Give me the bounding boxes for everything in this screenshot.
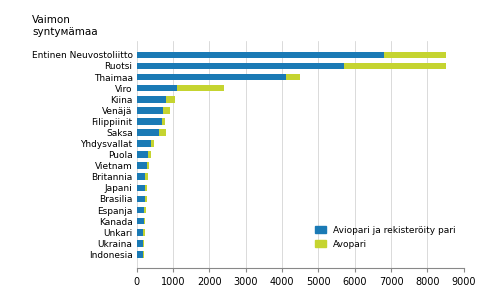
Bar bbox=[137, 140, 151, 147]
Legend: Aviopari ja rekisteröity pari, Avopari: Aviopari ja rekisteröity pari, Avopari bbox=[311, 222, 459, 252]
Bar bbox=[344, 63, 446, 69]
Text: Vaimon
syntyмämaa: Vaimon syntyмämaa bbox=[32, 15, 98, 37]
Bar bbox=[137, 218, 144, 224]
Bar bbox=[144, 207, 146, 213]
Bar bbox=[148, 151, 151, 158]
Bar bbox=[137, 107, 163, 114]
Bar bbox=[145, 196, 147, 202]
Bar bbox=[145, 185, 147, 191]
Bar bbox=[137, 85, 177, 92]
Bar bbox=[286, 74, 300, 80]
Bar bbox=[163, 107, 170, 114]
Bar bbox=[137, 63, 344, 69]
Bar bbox=[137, 229, 143, 236]
Bar bbox=[137, 173, 145, 180]
Bar bbox=[137, 118, 162, 125]
Bar bbox=[147, 162, 149, 169]
Bar bbox=[137, 96, 166, 103]
Bar bbox=[137, 52, 384, 58]
Bar bbox=[137, 74, 286, 80]
Bar bbox=[166, 96, 175, 103]
Bar bbox=[384, 52, 446, 58]
Bar bbox=[137, 151, 148, 158]
Bar bbox=[137, 162, 147, 169]
Bar bbox=[143, 240, 144, 247]
Bar bbox=[151, 140, 154, 147]
Bar bbox=[159, 129, 166, 136]
Bar bbox=[162, 118, 165, 125]
Bar bbox=[144, 218, 145, 224]
Bar bbox=[143, 229, 145, 236]
Bar bbox=[137, 251, 142, 258]
Bar bbox=[137, 185, 145, 191]
Bar bbox=[137, 196, 145, 202]
Bar bbox=[145, 173, 148, 180]
Bar bbox=[137, 129, 159, 136]
Bar bbox=[142, 251, 144, 258]
Bar bbox=[137, 207, 144, 213]
Bar bbox=[177, 85, 224, 92]
Bar bbox=[137, 240, 143, 247]
